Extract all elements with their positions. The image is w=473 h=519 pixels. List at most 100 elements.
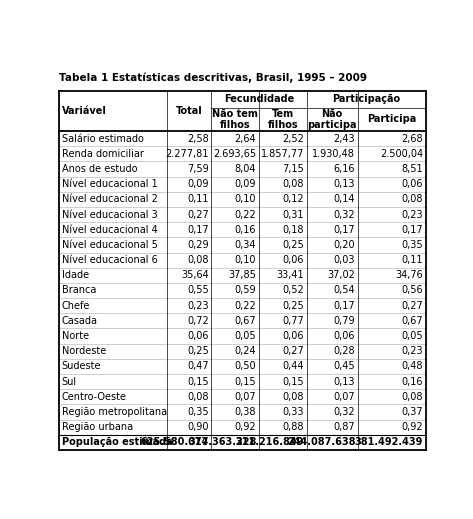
Text: 381.492.439: 381.492.439	[355, 438, 423, 447]
Text: 2.500,04: 2.500,04	[380, 149, 423, 159]
Text: 0,23: 0,23	[402, 346, 423, 356]
Text: Variável: Variável	[62, 106, 107, 116]
Text: 0,25: 0,25	[282, 301, 304, 311]
Text: 0,08: 0,08	[402, 194, 423, 204]
Text: 0,35: 0,35	[402, 240, 423, 250]
Text: 0,08: 0,08	[187, 255, 209, 265]
Text: Nível educacional 3: Nível educacional 3	[61, 210, 158, 220]
Text: 0,79: 0,79	[333, 316, 355, 326]
Text: 0,23: 0,23	[402, 210, 423, 220]
Text: 0,09: 0,09	[187, 179, 209, 189]
Text: 2,43: 2,43	[333, 133, 355, 144]
Text: População estimada: População estimada	[61, 438, 172, 447]
Text: 0,67: 0,67	[235, 316, 256, 326]
Text: 0,13: 0,13	[334, 179, 355, 189]
Text: 625.580.077: 625.580.077	[140, 438, 209, 447]
Text: 1.930,48: 1.930,48	[313, 149, 355, 159]
Text: 0,08: 0,08	[402, 392, 423, 402]
Text: 0,54: 0,54	[333, 285, 355, 295]
Text: 0,34: 0,34	[235, 240, 256, 250]
Text: 0,25: 0,25	[187, 346, 209, 356]
Text: 0,77: 0,77	[282, 316, 304, 326]
Text: Sul: Sul	[61, 377, 77, 387]
Text: 0,10: 0,10	[235, 194, 256, 204]
Text: 0,11: 0,11	[402, 255, 423, 265]
Text: Salário estimado: Salário estimado	[61, 133, 144, 144]
Text: 0,08: 0,08	[282, 392, 304, 402]
Text: 0,35: 0,35	[187, 407, 209, 417]
Text: 0,45: 0,45	[333, 361, 355, 372]
Text: 0,15: 0,15	[282, 377, 304, 387]
Text: 0,22: 0,22	[235, 210, 256, 220]
Text: 0,06: 0,06	[282, 255, 304, 265]
Text: Anos de estudo: Anos de estudo	[61, 164, 137, 174]
Text: 6,16: 6,16	[334, 164, 355, 174]
Text: 0,06: 0,06	[334, 331, 355, 341]
Text: 0,18: 0,18	[282, 225, 304, 235]
Text: 314.363.228: 314.363.228	[188, 438, 256, 447]
Text: 0,09: 0,09	[235, 179, 256, 189]
Text: 0,38: 0,38	[235, 407, 256, 417]
Text: Nível educacional 2: Nível educacional 2	[61, 194, 158, 204]
Text: 33,41: 33,41	[276, 270, 304, 280]
Text: 244.087.638: 244.087.638	[287, 438, 355, 447]
Text: 2,64: 2,64	[235, 133, 256, 144]
Text: 2,52: 2,52	[282, 133, 304, 144]
Text: 0,13: 0,13	[334, 377, 355, 387]
Text: 8,51: 8,51	[402, 164, 423, 174]
Text: Total: Total	[176, 106, 202, 116]
Text: 0,10: 0,10	[235, 255, 256, 265]
Text: Nível educacional 5: Nível educacional 5	[61, 240, 158, 250]
Text: 0,07: 0,07	[235, 392, 256, 402]
Text: 0,90: 0,90	[187, 422, 209, 432]
Text: 35,64: 35,64	[181, 270, 209, 280]
Text: 7,59: 7,59	[187, 164, 209, 174]
Text: 0,12: 0,12	[282, 194, 304, 204]
Text: 0,08: 0,08	[187, 392, 209, 402]
Text: Nível educacional 1: Nível educacional 1	[61, 179, 158, 189]
Text: Tabela 1 Estatísticas descritivas, Brasil, 1995 – 2009: Tabela 1 Estatísticas descritivas, Brasi…	[59, 72, 367, 83]
Text: 0,06: 0,06	[282, 331, 304, 341]
Text: 0,29: 0,29	[187, 240, 209, 250]
Text: 0,11: 0,11	[187, 194, 209, 204]
Text: Região urbana: Região urbana	[61, 422, 133, 432]
Text: 0,27: 0,27	[402, 301, 423, 311]
Text: 0,15: 0,15	[187, 377, 209, 387]
Text: Centro-Oeste: Centro-Oeste	[61, 392, 127, 402]
Text: 0,17: 0,17	[187, 225, 209, 235]
Text: 0,37: 0,37	[402, 407, 423, 417]
Text: Casada: Casada	[61, 316, 98, 326]
Text: 37,02: 37,02	[327, 270, 355, 280]
Text: 0,44: 0,44	[282, 361, 304, 372]
Text: 0,32: 0,32	[333, 210, 355, 220]
Text: Participa: Participa	[367, 114, 416, 125]
Text: 0,17: 0,17	[333, 225, 355, 235]
Text: 0,03: 0,03	[334, 255, 355, 265]
Text: Tem
filhos: Tem filhos	[267, 108, 298, 130]
Text: 0,67: 0,67	[402, 316, 423, 326]
Text: 0,14: 0,14	[334, 194, 355, 204]
Text: 0,87: 0,87	[333, 422, 355, 432]
Text: 0,24: 0,24	[235, 346, 256, 356]
Text: 0,16: 0,16	[235, 225, 256, 235]
Text: 0,07: 0,07	[333, 392, 355, 402]
Text: 2.277,81: 2.277,81	[165, 149, 209, 159]
Text: 0,88: 0,88	[282, 422, 304, 432]
Text: 0,27: 0,27	[282, 346, 304, 356]
Text: 0,72: 0,72	[187, 316, 209, 326]
Text: 0,56: 0,56	[402, 285, 423, 295]
Text: Chefe: Chefe	[61, 301, 90, 311]
Text: 0,31: 0,31	[282, 210, 304, 220]
Text: 0,28: 0,28	[333, 346, 355, 356]
Text: 34,76: 34,76	[395, 270, 423, 280]
Text: 0,05: 0,05	[235, 331, 256, 341]
Text: 0,22: 0,22	[235, 301, 256, 311]
Text: 1.857,77: 1.857,77	[261, 149, 304, 159]
Text: 0,17: 0,17	[402, 225, 423, 235]
Text: 0,92: 0,92	[402, 422, 423, 432]
Text: 0,06: 0,06	[402, 179, 423, 189]
Text: Nordeste: Nordeste	[61, 346, 106, 356]
Text: 0,48: 0,48	[402, 361, 423, 372]
Text: 2,58: 2,58	[187, 133, 209, 144]
Text: Nível educacional 6: Nível educacional 6	[61, 255, 158, 265]
